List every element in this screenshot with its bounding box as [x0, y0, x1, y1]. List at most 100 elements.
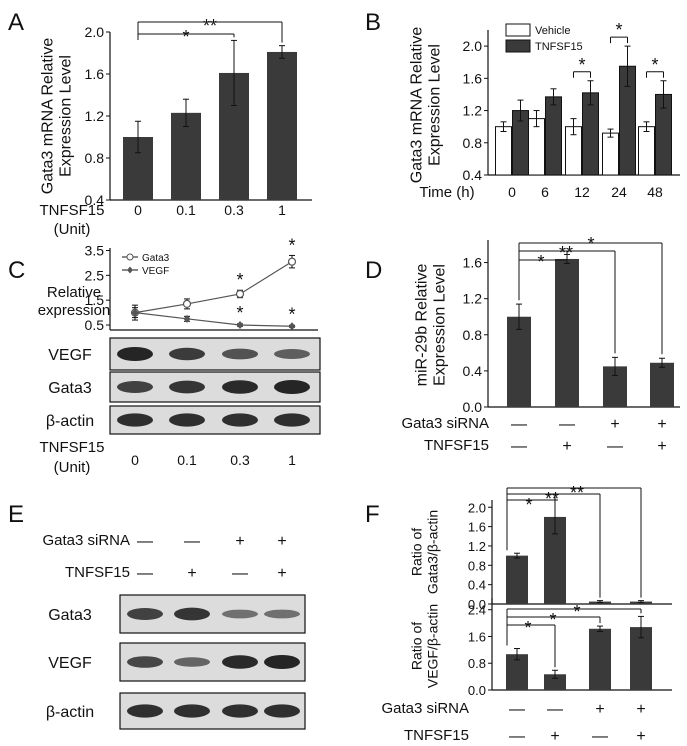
e-blot-band	[127, 704, 163, 718]
e-treatment-sign: —	[137, 565, 153, 582]
f-top-y-title-line: Gata3/β-actin	[425, 510, 441, 594]
c-x-title: TNFSF15	[39, 439, 104, 456]
f-top-y-tick-label: 0.4	[468, 578, 486, 593]
b-legend-swatch-tnfsf15	[505, 39, 531, 53]
c-y-tick-label: 3.5	[85, 242, 105, 258]
panel-label-c: C	[8, 257, 25, 284]
c-x-tick-label: 0.1	[177, 452, 197, 468]
c-blot-band	[222, 348, 258, 360]
c-blot-band	[274, 413, 310, 427]
b-bar-vehicle	[602, 132, 619, 176]
a-y-tick-label: 0.8	[85, 150, 105, 166]
b-y-title: Gata3 mRNA Relative Expression Level	[408, 27, 443, 184]
d-y-title-line: Expression Level	[431, 264, 448, 386]
b-sig-star: *	[651, 55, 658, 75]
a-x-tick-label: 0.3	[224, 202, 244, 218]
a-x-title: TNFSF15	[39, 202, 104, 219]
e-blot-band	[174, 607, 210, 621]
e-blot-band	[174, 657, 210, 667]
b-x-tick-label: 24	[611, 184, 627, 200]
a-y-title-line: Expression Level	[57, 55, 74, 177]
c-legend-label: VEGF	[142, 266, 169, 277]
b-y-tick-label: 0.4	[463, 167, 483, 183]
d-bar	[507, 316, 531, 407]
c-blot-band	[169, 347, 205, 361]
f-bottom-sig-star: *	[573, 602, 580, 622]
b-legend-swatch-vehicle	[505, 23, 531, 37]
c-blot-band	[222, 413, 258, 427]
b-x-tick-label: 0	[508, 184, 516, 200]
e-blot-band	[174, 704, 210, 718]
d-y-tick-label: 0.8	[463, 327, 483, 343]
d-treatment-sign: —	[607, 438, 623, 455]
d-treatment-label: Gata3 siRNA	[401, 415, 489, 432]
c-y-tick-label: 0.5	[85, 317, 105, 333]
c-blot-band	[222, 380, 258, 394]
c-point-gata3	[182, 299, 192, 309]
b-bar-vehicle	[495, 126, 512, 176]
e-blot-band	[264, 609, 300, 619]
f-treatment-sign: +	[636, 701, 645, 718]
c-sig-star: *	[236, 303, 243, 323]
e-blot-band	[222, 655, 258, 669]
f-top-y-tick-label: 0.0	[468, 597, 486, 612]
f-treatment-sign: —	[509, 701, 525, 718]
f-bottom-y-tick-label: 0.8	[468, 656, 486, 671]
c-blot-band	[169, 413, 205, 427]
a-sig-star: *	[182, 27, 189, 47]
f-top-y-tick-label: 2.0	[468, 500, 486, 515]
e-treatment-sign: +	[235, 533, 244, 550]
d-treatment-sign: +	[657, 438, 666, 455]
f-treatment-label: TNFSF15	[404, 727, 469, 744]
a-x-title: (Unit)	[54, 221, 91, 238]
f-treatment-sign: +	[550, 728, 559, 745]
f-top-bar	[506, 555, 528, 604]
e-treatment-sign: +	[277, 533, 286, 550]
d-y-tick-label: 0.0	[463, 399, 483, 415]
c-sig-star: *	[236, 270, 243, 290]
e-treatment-sign: —	[137, 533, 153, 550]
c-y-tick-label: 2.5	[85, 267, 105, 283]
c-point-vegf	[131, 308, 139, 317]
f-bottom-sig-star: *	[524, 618, 531, 638]
e-blot-band	[127, 608, 163, 620]
a-y-tick-label: 1.6	[85, 66, 105, 82]
panel-label-e: E	[8, 501, 24, 528]
c-x-tick-label: 1	[288, 452, 296, 468]
e-blot-label: VEGF	[48, 655, 92, 672]
d-y-tick-label: 1.6	[463, 255, 483, 271]
b-legend-label: Vehicle	[535, 25, 570, 37]
b-bar-vehicle	[638, 126, 655, 176]
c-legend-marker-gata3	[126, 253, 134, 261]
panel-label-f: F	[365, 501, 380, 528]
panel-label-b: B	[365, 9, 381, 36]
c-sig-star: *	[288, 235, 295, 255]
e-blot-band	[264, 704, 300, 718]
c-blot-band	[274, 349, 310, 359]
c-legend-label: Gata3	[142, 253, 170, 264]
e-blot-band	[222, 704, 258, 718]
a-sig-star: **	[203, 16, 217, 36]
d-y-tick-label: 1.2	[463, 291, 483, 307]
a-x-tick-label: 1	[278, 202, 286, 218]
c-x-tick-label: 0.3	[230, 452, 250, 468]
panel-label-a: A	[8, 9, 24, 36]
f-top-y-title: Ratio of Gata3/β-actin	[409, 510, 441, 594]
a-bar	[171, 112, 201, 200]
c-blot-label: VEGF	[48, 347, 92, 364]
c-blot-band	[117, 413, 153, 427]
a-y-title-line: Gata3 mRNA Relative	[39, 38, 56, 195]
d-treatment-sign: +	[610, 416, 619, 433]
f-top-sig-star: **	[545, 489, 559, 509]
e-blot-band	[264, 655, 300, 669]
f-treatment-sign: —	[509, 728, 525, 745]
d-bar	[555, 258, 579, 407]
b-x-tick-label: 12	[574, 184, 590, 200]
f-top-y-tick-label: 0.8	[468, 558, 486, 573]
b-x-title: Time (h)	[419, 184, 474, 201]
d-sig-star: *	[537, 252, 544, 272]
b-y-title-line: Gata3 mRNA Relative	[408, 27, 425, 184]
f-treatment-sign: +	[636, 728, 645, 745]
c-y-title: expression	[38, 302, 111, 319]
